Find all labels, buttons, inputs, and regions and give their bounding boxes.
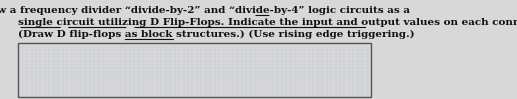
Bar: [18, 43, 371, 97]
Text: (Draw D flip-flops as block structures.) (Use rising edge triggering.): (Draw D flip-flops as block structures.)…: [18, 30, 415, 39]
Text: draw a frequency divider “divide-by-2” and “divide-by-4” logic circuits as a: draw a frequency divider “divide-by-2” a…: [0, 6, 410, 15]
Text: single circuit utilizing D Flip-Flops. Indicate the input and output values on e: single circuit utilizing D Flip-Flops. I…: [18, 18, 517, 27]
